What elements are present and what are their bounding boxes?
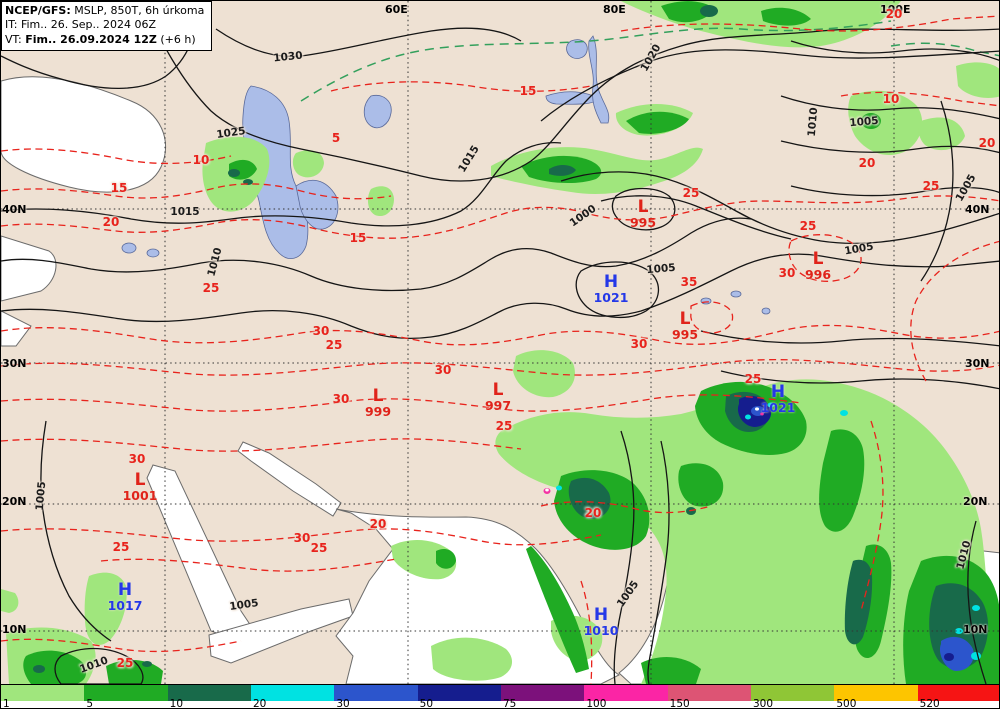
colorbar-segment [167,685,251,701]
colorbar-segment [1,685,85,701]
valid-offset: (+6 h) [156,32,196,46]
title-line-model: NCEP/GFS: MSLP, 850T, 6h úrkoma [5,4,204,18]
colorbar-segment [334,685,418,701]
valid-time: Fim.. 26.09.2024 12Z [25,32,157,46]
title-line-init: IT: Fim.. 26. Sep.. 2024 06Z [5,18,156,32]
colorbar-tick-label: 500 [836,698,857,709]
colorbar-segment [834,685,918,701]
model-name: NCEP/GFS: [5,4,71,17]
colorbar-tick-label: 150 [669,698,690,709]
map-area: 60E 80E 100E 40N 30N 20N 10N 40N 30N 20N 10N 1030 10… [1,1,999,684]
colorbar-tick-label: 75 [503,698,517,709]
precip-colorbar-labels: 1 5 10 20 30 50 75 100 150 300 500 520 [1,698,999,709]
precip-colorbar [1,684,999,701]
colorbar-segment [917,685,999,701]
colorbar-segment [250,685,335,701]
colorbar-tick-label: 20 [253,698,267,709]
colorbar-segment [750,685,835,701]
colorbar-segment [500,685,585,701]
colorbar-segment [667,685,751,701]
map-graphics [1,1,999,684]
valid-prefix: VT: [5,32,26,46]
colorbar-segment [84,685,168,701]
colorbar-tick-label: 5 [86,698,94,709]
title-box: NCEP/GFS: MSLP, 850T, 6h úrkoma IT: Fim.… [1,1,213,51]
colorbar-tick-label: 520 [919,698,940,709]
colorbar-tick-label: 50 [419,698,434,709]
colorbar-tick-label: 100 [586,698,607,709]
colorbar-tick-label: 300 [753,698,774,709]
colorbar-tick-label: 1 [3,698,10,709]
title-line-valid: VT: Fim.. 26.09.2024 12Z (+6 h) [5,33,204,47]
colorbar-tick-label: 10 [169,698,184,709]
colorbar-segment [417,685,501,701]
model-fields: MSLP, 850T, 6h úrkoma [70,4,205,17]
colorbar-segment [584,685,668,701]
colorbar-tick-label: 30 [336,698,350,709]
